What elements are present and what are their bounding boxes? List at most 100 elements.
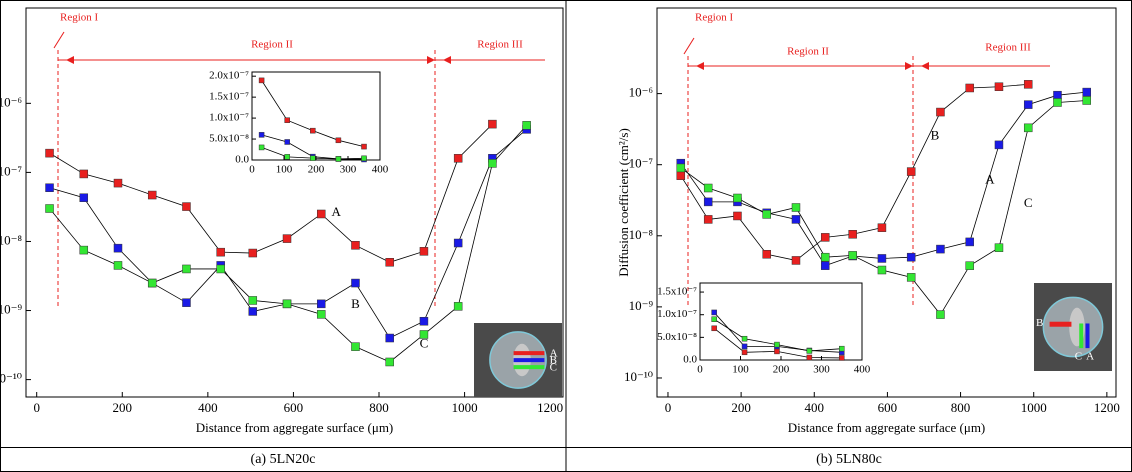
inset-marker xyxy=(361,155,367,162)
curve-label: C xyxy=(1024,195,1033,210)
y-tick-label: 10⁻⁸ xyxy=(629,227,654,242)
series-marker xyxy=(906,167,916,176)
x-tick-label: 1200 xyxy=(1094,400,1120,415)
series-marker xyxy=(1082,96,1091,105)
series-marker xyxy=(385,357,394,367)
inset-marker xyxy=(774,348,780,355)
inset-x-tick-label: 0 xyxy=(249,164,255,176)
x-tick-label: 400 xyxy=(805,400,825,415)
series-marker xyxy=(147,278,157,288)
series-marker xyxy=(351,278,360,288)
y-tick-label: 10⁻⁹ xyxy=(629,298,654,313)
curve-label: B xyxy=(931,127,940,142)
x-tick-label: 200 xyxy=(113,400,133,415)
series-marker xyxy=(820,252,830,262)
inset-x-tick-label: 400 xyxy=(372,164,389,176)
inset-marker xyxy=(284,154,290,160)
series-marker xyxy=(419,316,429,326)
series-marker xyxy=(877,223,887,232)
x-tick-label: 600 xyxy=(284,400,304,415)
inset-frame xyxy=(251,71,381,161)
series-marker xyxy=(1053,98,1062,107)
series-marker xyxy=(762,210,771,219)
series-marker xyxy=(1023,80,1033,89)
series-marker xyxy=(488,159,497,168)
inset-y-tick-label: 2.0x10⁻⁷ xyxy=(209,70,249,82)
probe-bar xyxy=(513,351,545,356)
x-tick-label: 1000 xyxy=(1021,400,1047,415)
series-marker xyxy=(906,252,916,262)
series-marker xyxy=(453,302,463,311)
inset-y-tick-label: 1.0x10⁻⁷ xyxy=(657,308,697,320)
series-marker xyxy=(113,243,123,253)
inset-x-tick-label: 300 xyxy=(813,364,830,376)
inset-marker xyxy=(806,348,813,354)
y-tick-label: 10⁻⁷ xyxy=(629,156,653,171)
inset-marker xyxy=(741,335,748,342)
series-marker xyxy=(316,209,326,219)
series-marker xyxy=(703,197,713,207)
inset-x-tick-label: 400 xyxy=(854,364,871,376)
series-marker xyxy=(820,261,830,270)
inset-marker xyxy=(361,143,367,150)
series-marker xyxy=(676,163,686,173)
region-label: Region III xyxy=(985,42,1031,54)
y-axis-label: Diffusion coefficient (cm²/s) xyxy=(616,128,631,277)
series-marker xyxy=(994,243,1004,252)
series-marker xyxy=(385,258,394,267)
series-marker xyxy=(488,119,497,129)
region-label: Region II xyxy=(787,46,829,58)
series-marker xyxy=(216,247,225,257)
inset-y-tick-label: 1.0x10⁻⁷ xyxy=(209,112,249,124)
series-marker xyxy=(791,256,801,265)
inset-marker xyxy=(774,341,780,348)
inset-y-tick-label: 0.0 xyxy=(683,354,697,366)
series-marker xyxy=(848,251,857,260)
x-tick-label: 0 xyxy=(665,400,672,415)
probe-label: A xyxy=(1086,350,1094,362)
inset-marker xyxy=(258,132,265,138)
probe-bar xyxy=(1079,323,1084,349)
region-label: Region III xyxy=(477,39,523,51)
x-tick-label: 1000 xyxy=(452,400,478,415)
y-tick-label: 10⁻⁶ xyxy=(629,85,653,100)
series-marker xyxy=(994,140,1004,150)
x-tick-label: 0 xyxy=(33,400,40,415)
region-label: Region I xyxy=(60,12,99,24)
series-marker xyxy=(351,342,360,351)
series-marker xyxy=(877,265,887,275)
inset-marker xyxy=(711,309,717,316)
series-marker xyxy=(1023,123,1033,133)
series-marker xyxy=(45,148,54,158)
inset-marker xyxy=(258,77,265,84)
series-marker xyxy=(45,183,54,192)
inset-x-tick-label: 300 xyxy=(340,164,357,176)
x-tick-label: 1200 xyxy=(537,400,563,415)
series-marker xyxy=(79,245,89,255)
series-marker xyxy=(248,296,258,305)
series-marker xyxy=(79,169,89,179)
series-marker xyxy=(79,193,89,202)
series-marker xyxy=(248,248,258,258)
inset-y-tick-label: 5.0x10⁻⁸ xyxy=(657,331,697,343)
series-marker xyxy=(182,202,191,211)
series-marker xyxy=(906,273,916,282)
inset-marker xyxy=(806,354,813,361)
probe-bar xyxy=(513,365,545,370)
probe-label: B xyxy=(1036,317,1043,329)
series-marker xyxy=(791,215,801,224)
x-tick-label: 600 xyxy=(878,400,898,415)
arrow-head xyxy=(443,56,451,64)
series-marker xyxy=(994,82,1004,91)
inset-x-tick-label: 0 xyxy=(697,364,703,376)
inset-marker xyxy=(310,127,316,134)
series-marker xyxy=(1053,90,1062,100)
x-tick-label: 800 xyxy=(951,400,971,415)
inset-y-tick-label: 5.0x10⁻⁸ xyxy=(209,133,249,145)
series-marker xyxy=(965,237,974,247)
series-marker xyxy=(791,203,801,212)
inset-x-tick-label: 200 xyxy=(308,164,325,176)
inset-marker xyxy=(335,156,342,162)
region-label: Region I xyxy=(695,12,734,24)
curve-label: A xyxy=(332,204,342,219)
